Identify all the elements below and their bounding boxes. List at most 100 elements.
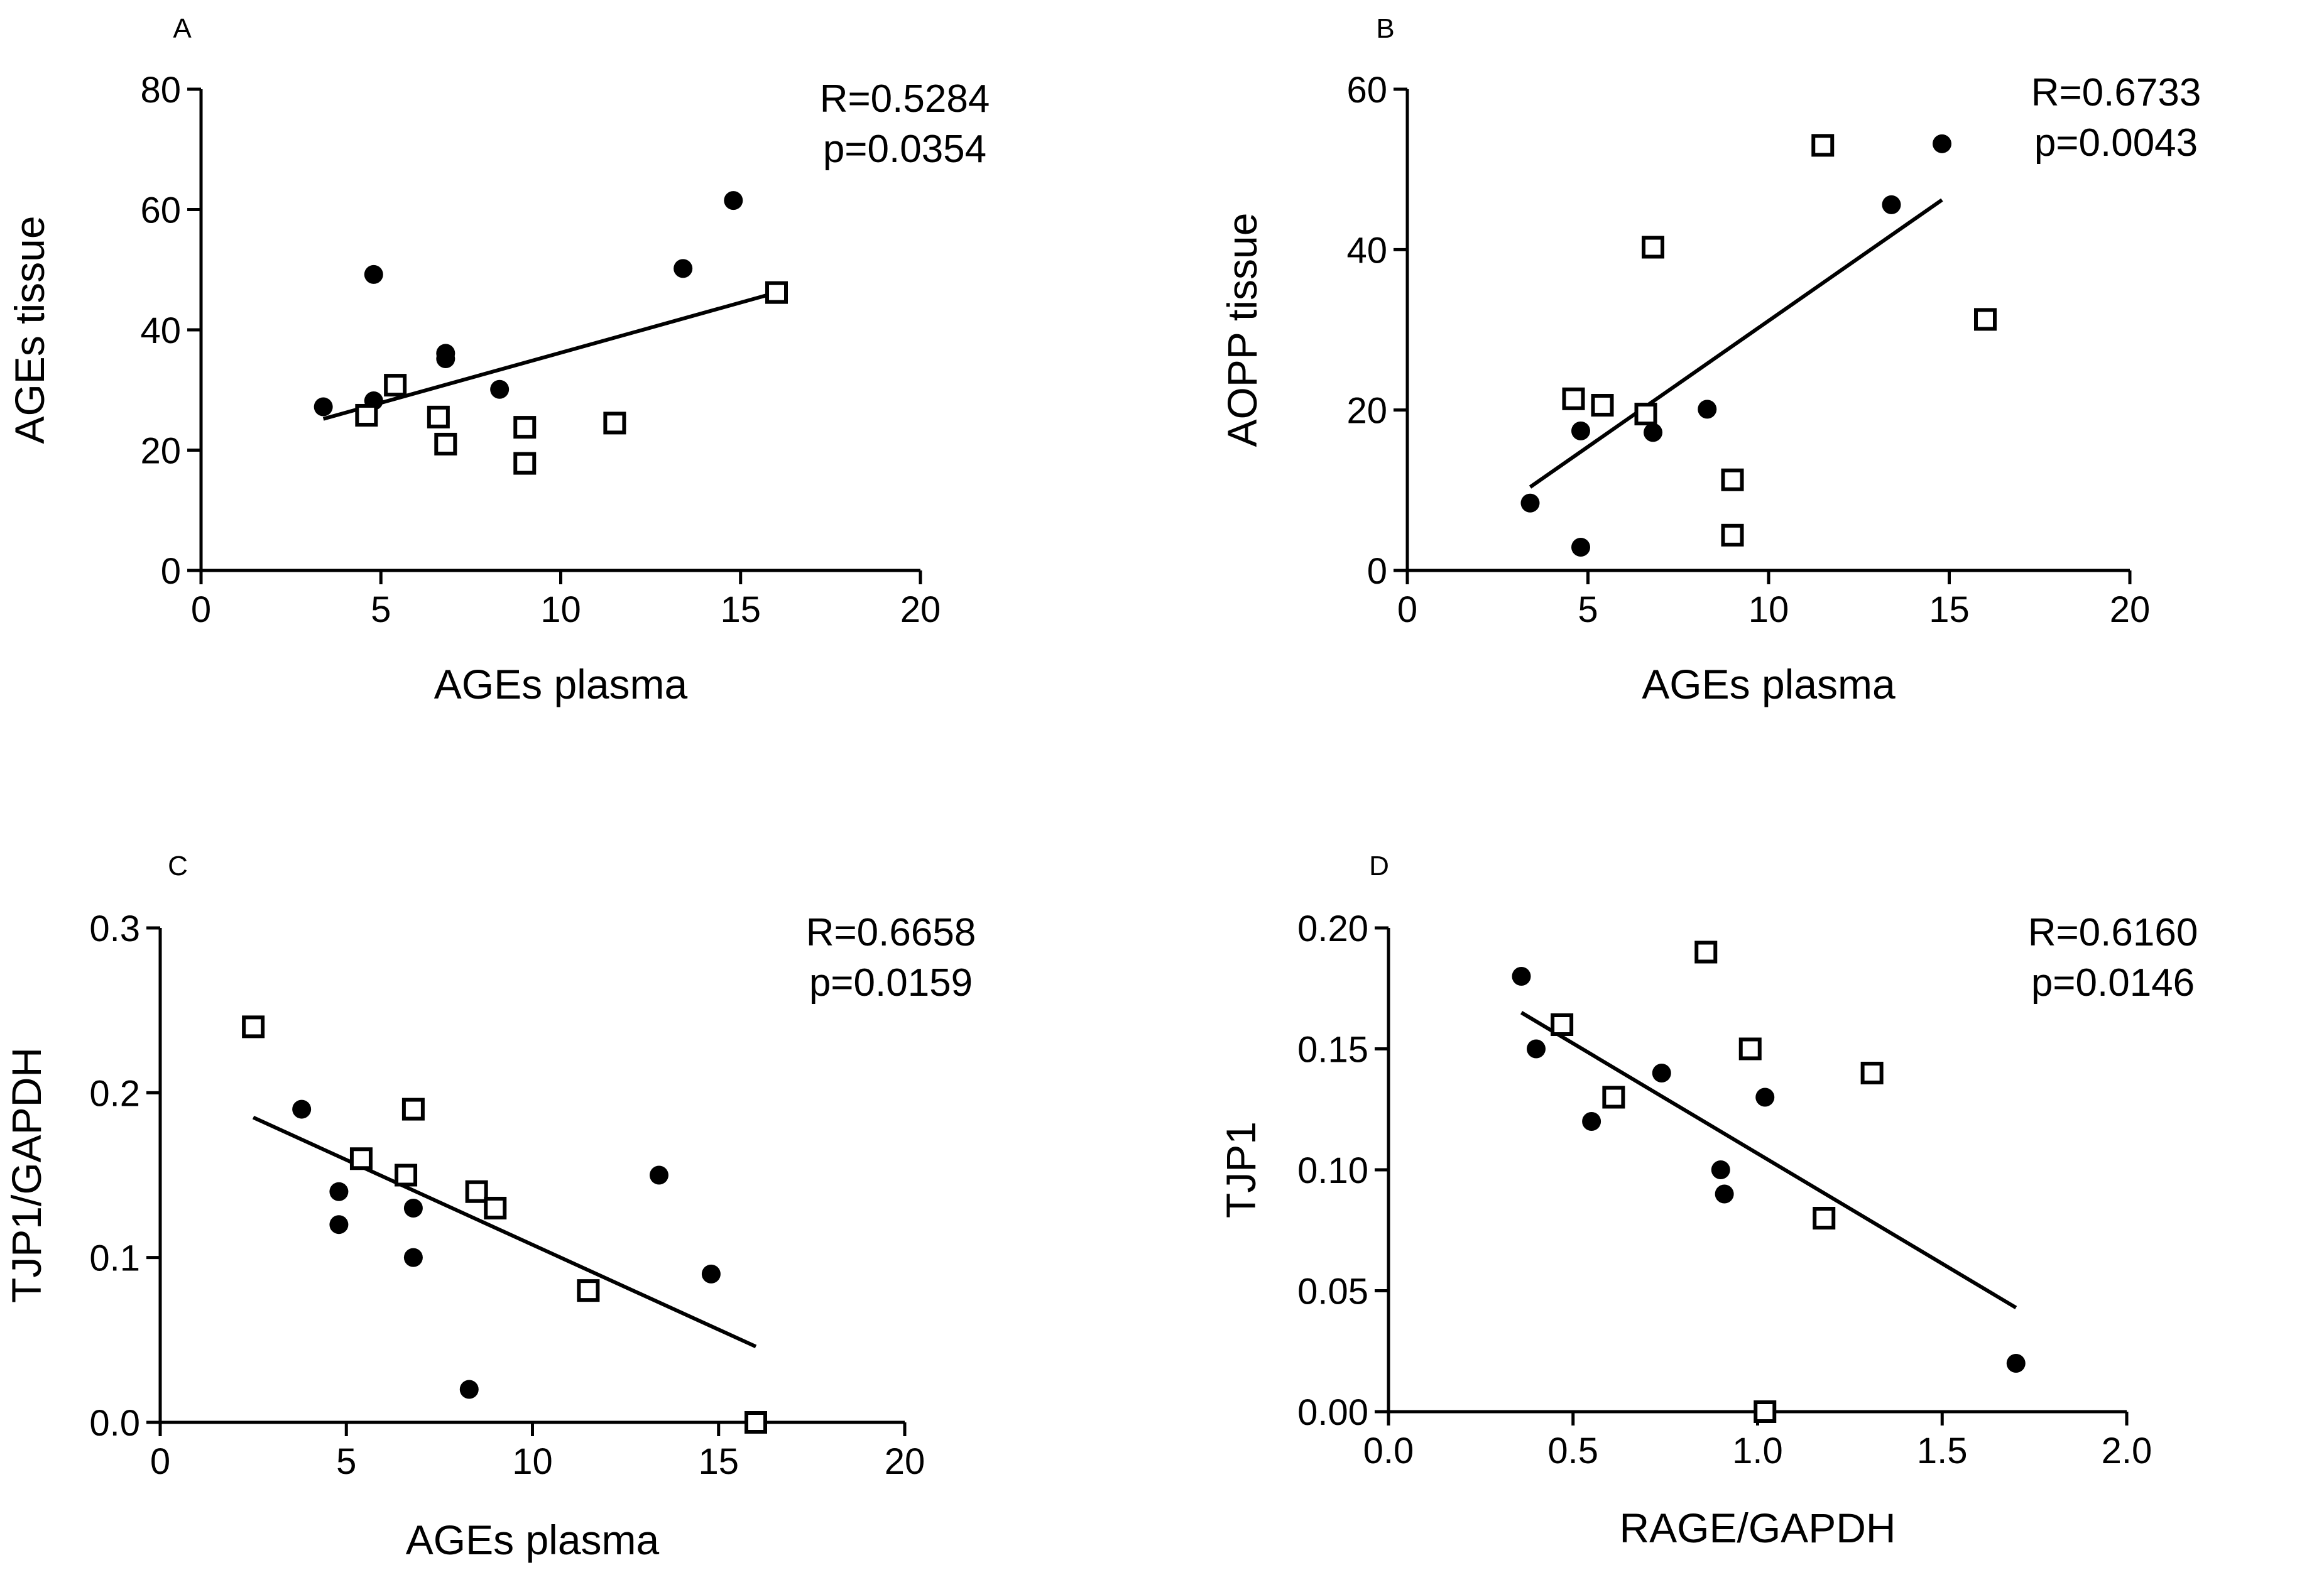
data-point-open [1642,236,1664,259]
data-point-filled [436,344,456,363]
data-point-open [1551,1013,1574,1036]
data-point-filled [459,1380,479,1399]
panel-a: A 0 5 10 15 20 0 20 40 60 80 AGEs plasma AGEs tissue… [6,13,990,707]
x-tick-label: 20 [2110,589,2151,630]
data-point-filled [2006,1354,2026,1373]
data-point-open [1694,940,1718,964]
data-point-open [1591,394,1614,417]
x-axis-label: AGEs plasma [1642,661,1896,707]
data-point-open [1813,1207,1836,1229]
x-axis-label: AGEs plasma [434,661,688,707]
x-tick-label: 5 [1578,589,1598,630]
y-tick-label: 60 [1346,70,1387,111]
panel-c: C 0 5 10 15 20 0.0 0.1 0.2 0.3 AGEs plasma TJP1/GAP… [3,851,976,1563]
data-point-filled [403,1248,423,1267]
data-point-open [765,281,788,304]
x-tick-label: 20 [900,589,941,630]
data-point-open [434,432,457,455]
data-point-filled [314,397,333,417]
x-tick-label: 15 [720,589,761,630]
y-tick-label: 20 [1346,391,1387,432]
y-axis-label: TJP1/GAPDH [3,1047,50,1303]
data-point-filled [1698,400,1717,419]
data-point-filled [1512,967,1531,986]
data-point-open [395,1164,418,1187]
y-tick-label: 0.2 [89,1073,140,1114]
panel-b: B 0 5 10 15 20 0 20 40 60 AGEs plasma AOPP tissue R=… [1219,13,2201,707]
data-point-filled [1644,423,1662,442]
data-point-filled [1715,1184,1734,1204]
data-point-filled [364,264,383,284]
y-tick-label: 60 [140,190,181,231]
data-point-open [1860,1062,1884,1084]
data-point-open [1721,468,1744,491]
x-tick-label: 15 [698,1441,739,1482]
y-tick-label: 40 [1346,230,1387,271]
p-value: p=0.0159 [809,961,973,1005]
data-point-open [1754,1400,1777,1423]
y-axis-label: AGEs tissue [6,215,53,444]
correlation-r: R=0.6658 [806,911,976,954]
y-tick-label: 0 [161,551,181,592]
regression-line [322,290,777,421]
data-point-filled [1882,195,1901,214]
data-point-open [1811,134,1835,157]
data-point-open [1721,523,1744,547]
data-point-open [577,1279,600,1302]
data-point-open [484,1196,507,1219]
data-point-open [242,1015,265,1038]
data-point-filled [701,1264,721,1284]
data-point-open [513,416,537,439]
data-point-filled [329,1182,349,1201]
data-point-filled [403,1198,423,1218]
panel-d: D 0.0 0.5 1.0 1.5 2.0 0.00 0.05 0.10 0.15 0.20 RAGE… [1218,851,2198,1551]
x-tick-label: 1.0 [1732,1431,1783,1471]
x-tick-label: 15 [1929,589,1970,630]
correlation-r: R=0.6733 [2031,71,2201,114]
y-tick-label: 0.10 [1297,1150,1368,1191]
y-tick-label: 0.05 [1297,1272,1368,1312]
x-tick-label: 1.5 [1917,1431,1968,1471]
data-point-open [401,1098,425,1121]
y-axis-label: AOPP tissue [1219,213,1265,447]
x-tick-label: 2.0 [2102,1431,2152,1471]
y-tick-label: 0.3 [89,908,140,949]
p-value: p=0.0146 [2031,961,2195,1005]
data-point-open [1602,1086,1625,1109]
y-tick-label: 0.00 [1297,1392,1368,1433]
data-point-filled [329,1215,349,1235]
data-point-open [745,1411,767,1434]
panel-letter: C [168,851,188,881]
panel-letter: D [1369,851,1389,881]
data-point-filled [1933,134,1951,153]
data-point-filled [1652,1064,1671,1082]
data-point-open [349,1147,373,1170]
x-tick-label: 20 [885,1441,925,1482]
x-tick-label: 10 [540,589,581,630]
y-tick-label: 0 [1367,551,1387,592]
y-tick-label: 40 [140,310,181,351]
data-point-open [427,405,450,428]
data-point-open [355,403,378,427]
data-point-open [465,1180,488,1203]
y-tick-label: 20 [140,431,181,472]
y-tick-label: 0.0 [89,1403,140,1444]
x-axis-label: RAGE/GAPDH [1619,1505,1896,1551]
data-point-filled [1571,421,1590,440]
p-value: p=0.0043 [2034,121,2198,165]
p-value: p=0.0354 [823,128,986,171]
data-point-open [1974,308,1997,331]
x-axis-label: AGEs plasma [406,1517,660,1563]
data-point-filled [292,1099,312,1119]
data-point-open [1562,387,1585,410]
data-point-filled [1520,493,1540,513]
x-tick-label: 10 [512,1441,553,1482]
data-point-filled [724,191,743,210]
x-tick-label: 5 [336,1441,356,1482]
data-point-open [513,452,537,475]
x-tick-label: 5 [371,589,391,630]
y-tick-label: 80 [140,70,181,111]
data-point-filled [490,379,510,399]
x-tick-label: 0 [1397,589,1417,630]
